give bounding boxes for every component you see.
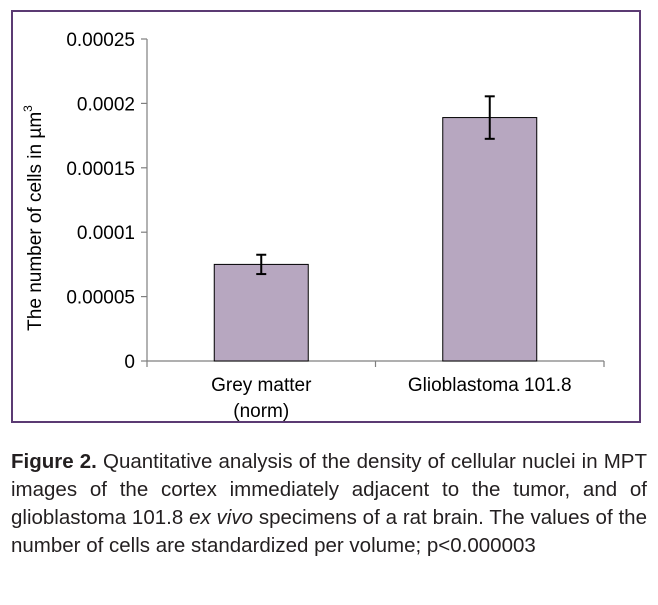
y-tick-label: 0.00015 (66, 159, 135, 180)
y-tick-label: 0 (124, 352, 135, 373)
y-tick-label: 0.0001 (77, 223, 135, 244)
chart-frame: 0 0.00005 0.0001 0.00015 0.0002 0.00025 Grey m… (11, 10, 641, 423)
caption-text-part1: Quantitative analysis of the density of … (11, 450, 647, 529)
y-axis-label: The number of cells in µm3 (21, 105, 46, 331)
bar-chart: 0 0.00005 0.0001 0.00015 0.0002 0.00025 Grey m… (21, 30, 605, 421)
caption-italic: ex vivo (189, 506, 254, 529)
caption-text-part2: specimens of a rat brain. The values of … (11, 506, 647, 557)
y-tick-label: 0.0002 (77, 94, 135, 115)
bar (442, 117, 538, 362)
x-category-label: Glioblastoma 101.8 (408, 375, 572, 396)
bar (213, 263, 309, 362)
y-tick-label: 0.00005 (66, 288, 135, 309)
y-tick-label: 0.00025 (66, 30, 135, 51)
caption-label: Figure 2. (11, 450, 97, 473)
x-category-label: Grey matter (norm) (211, 375, 312, 421)
figure-caption: Figure 2. Quantitative analysis of the d… (11, 448, 647, 560)
